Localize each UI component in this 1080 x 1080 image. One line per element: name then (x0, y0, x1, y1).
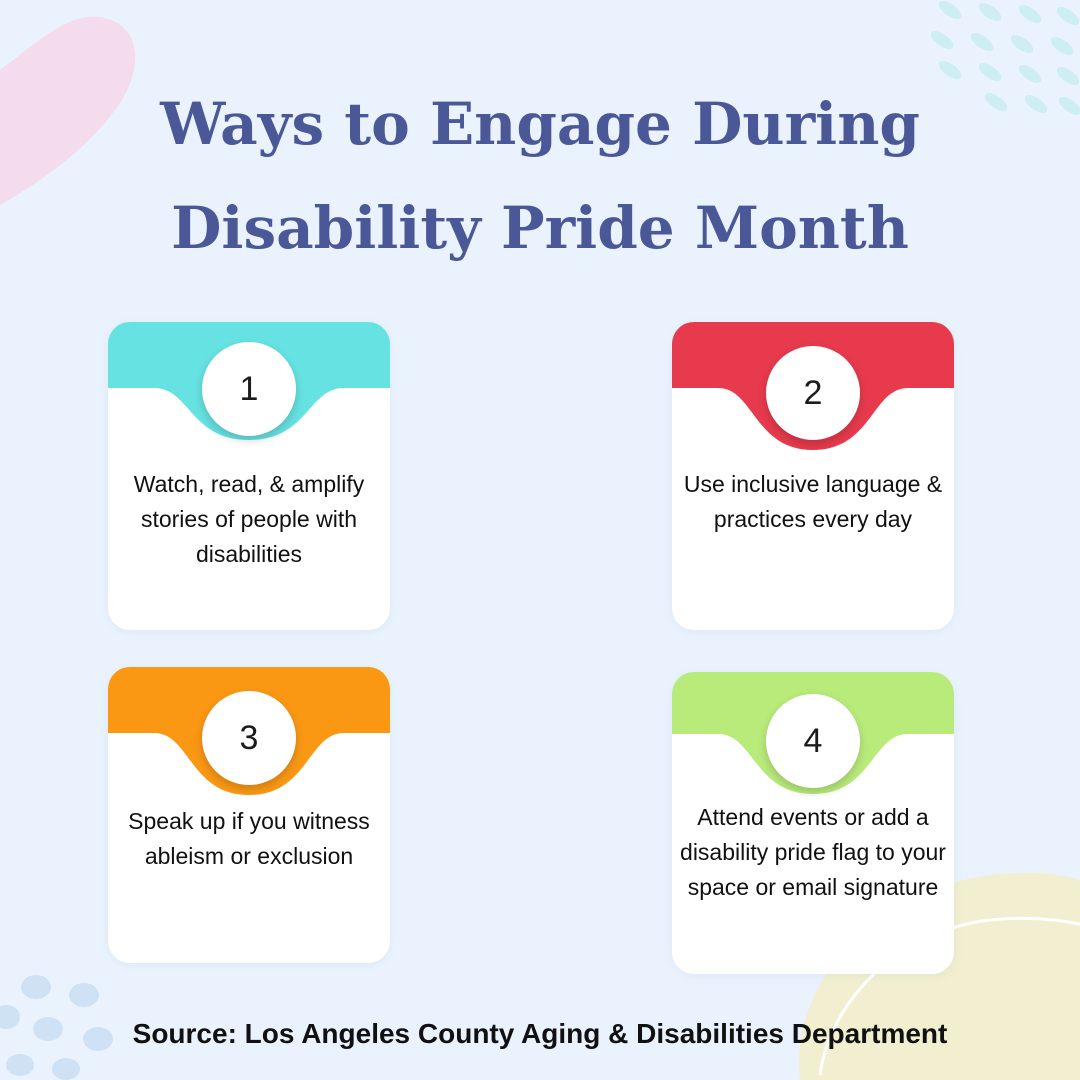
step-number-3: 3 (202, 691, 296, 785)
title-line-1: Ways to Engage During (160, 90, 920, 158)
page-title: Ways to Engage During Disability Pride M… (0, 72, 1080, 280)
engagement-card-1: 1 Watch, read, & amplify stories of peop… (108, 322, 390, 630)
card-text-4: Attend events or add a disability pride … (680, 804, 946, 900)
engagement-card-2: 2 Use inclusive language & practices eve… (672, 322, 954, 630)
step-number-1: 1 (202, 342, 296, 436)
card-text-2: Use inclusive language & practices every… (683, 471, 943, 532)
title-line-2: Disability Pride Month (171, 194, 909, 262)
card-text-1: Watch, read, & amplify stories of people… (133, 471, 365, 567)
engagement-card-4: 4 Attend events or add a disability prid… (672, 672, 954, 974)
source-citation: Source: Los Angeles County Aging & Disab… (132, 1018, 948, 1049)
engagement-card-3: 3 Speak up if you witness ableism or exc… (108, 667, 390, 963)
step-number-4: 4 (766, 694, 860, 788)
pink-blob-decoration (0, 16, 136, 205)
teal-dots-decoration (930, 1, 1080, 115)
blue-dots-decoration (0, 975, 113, 1080)
card-text-3: Speak up if you witness ableism or exclu… (128, 808, 370, 869)
step-number-2: 2 (766, 346, 860, 440)
